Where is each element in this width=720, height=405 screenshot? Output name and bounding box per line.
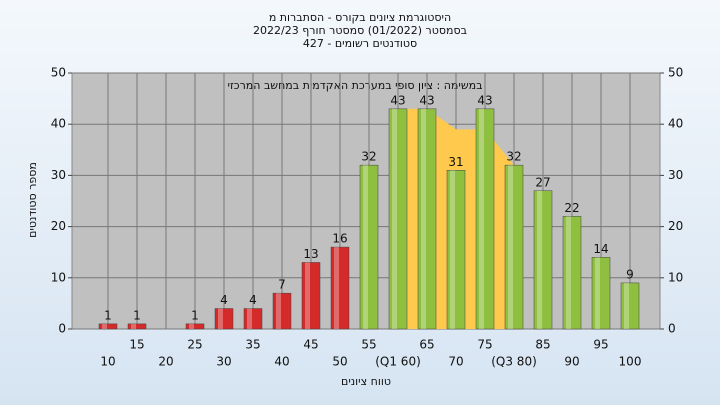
y2-tick-label: 0 [668, 322, 676, 336]
y-tick-label: 50 [51, 66, 66, 80]
bar-shine [392, 108, 397, 329]
x-tick-label: 45 [303, 338, 318, 352]
bar-shine [131, 323, 136, 329]
bar-shine [102, 323, 107, 329]
chart-title: היסטוגרמת ציונים בקורס - הסתברות מ [269, 11, 451, 24]
bar [446, 170, 466, 330]
data-label: 22 [564, 201, 579, 215]
data-label: 43 [419, 93, 434, 107]
data-label: 1 [104, 308, 112, 322]
bar-shine [537, 190, 542, 329]
y2-tick-label: 30 [668, 168, 683, 182]
bar-shine [421, 108, 426, 329]
x-tick-label: 20 [158, 355, 173, 369]
chart-subtitle: סטודנטים רשומים - 427 [303, 37, 417, 50]
bar-shine [479, 108, 484, 329]
bar-shine [247, 308, 252, 329]
bar-shine [334, 247, 339, 329]
bar-shine [218, 308, 223, 329]
bar [127, 323, 147, 330]
y2-tick-label: 40 [668, 117, 683, 131]
bar [388, 108, 408, 330]
bar [417, 108, 437, 330]
bar [620, 282, 640, 330]
y-tick-label: 40 [51, 117, 66, 131]
bar-shine [276, 293, 281, 329]
bar-shine [363, 165, 368, 329]
data-label: 4 [249, 293, 257, 307]
x-tick-label: 100 [619, 355, 642, 369]
bar [214, 308, 234, 330]
x-tick-label: 30 [216, 355, 231, 369]
x-tick-label: (Q3 80) [491, 355, 537, 369]
data-label: 43 [390, 93, 405, 107]
bar-shine [566, 216, 571, 329]
x-tick-label: 40 [274, 355, 289, 369]
y-tick-label: 0 [58, 322, 66, 336]
x-axis-label: טווח ציונים [341, 375, 391, 388]
y-tick-label: 10 [51, 270, 66, 284]
y-tick-label: 20 [51, 219, 66, 233]
x-tick-label: 70 [448, 355, 463, 369]
x-tick-label: 55 [361, 338, 376, 352]
data-label: 27 [535, 175, 550, 189]
bar-shine [189, 323, 194, 329]
bar [359, 164, 379, 330]
x-tick-label: 75 [477, 338, 492, 352]
data-label: 43 [477, 93, 492, 107]
x-tick-label: 35 [245, 338, 260, 352]
bar [272, 292, 292, 330]
data-label: 31 [448, 155, 463, 169]
bar [533, 190, 553, 330]
x-tick-label: 50 [332, 355, 347, 369]
bar [504, 164, 524, 330]
data-label: 1 [191, 308, 199, 322]
x-tick-label: (Q1 60) [375, 355, 421, 369]
data-label: 13 [303, 247, 318, 261]
bar [98, 323, 118, 330]
bar [243, 308, 263, 330]
y2-tick-label: 50 [668, 66, 683, 80]
bar-shine [508, 165, 513, 329]
x-tick-label: 95 [593, 338, 608, 352]
y2-tick-label: 20 [668, 219, 683, 233]
data-label: 9 [626, 267, 634, 281]
x-tick-label: 25 [187, 338, 202, 352]
x-tick-label: 85 [535, 338, 550, 352]
x-tick-label: 65 [419, 338, 434, 352]
bar [562, 216, 582, 330]
bar-shine [450, 170, 455, 329]
bar [591, 257, 611, 330]
data-label: 14 [593, 242, 608, 256]
data-label: 7 [278, 278, 286, 292]
bar-shine [305, 262, 310, 329]
y-axis-label: מספר סטודנטים [26, 162, 39, 238]
x-tick-label: 15 [129, 338, 144, 352]
bar-shine [595, 257, 600, 329]
y2-tick-label: 10 [668, 270, 683, 284]
bar [185, 323, 205, 330]
bar-shine [624, 282, 629, 329]
annotation: במשימה : ציון סופי במערכת האקדמית במחשב … [228, 79, 483, 92]
y-tick-label: 30 [51, 168, 66, 182]
bar [301, 262, 321, 330]
data-label: 32 [361, 150, 376, 164]
data-label: 32 [506, 150, 521, 164]
data-label: 1 [133, 308, 141, 322]
data-label: 4 [220, 293, 228, 307]
bar [475, 108, 495, 330]
chart-subtitle: בסמסטר (01/2022) סמסטר חורף 2022/23 [253, 24, 467, 37]
bar [330, 246, 350, 330]
x-tick-label: 10 [100, 355, 115, 369]
data-label: 16 [332, 232, 347, 246]
x-tick-label: 90 [564, 355, 579, 369]
